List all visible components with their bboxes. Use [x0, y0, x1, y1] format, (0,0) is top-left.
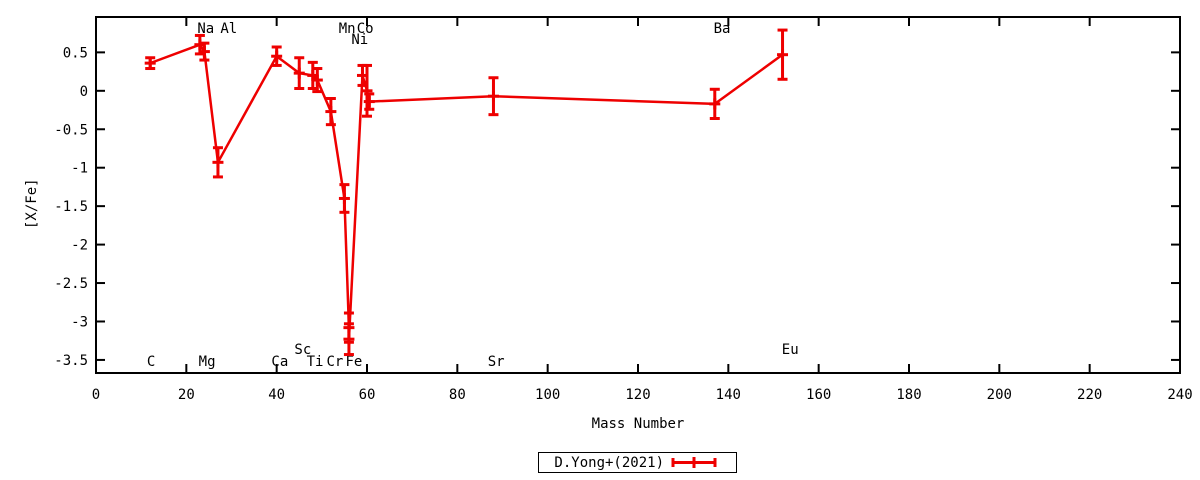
y-tick-label: 0	[80, 84, 88, 100]
x-tick-label: 20	[178, 387, 195, 403]
y-tick-label: -2.5	[54, 276, 88, 292]
element-label: Ni	[351, 32, 368, 48]
series-line	[149, 43, 784, 341]
x-tick-label: 140	[716, 387, 741, 403]
x-tick-label: 0	[92, 387, 100, 403]
legend-sample-errorbar-icon	[671, 457, 717, 468]
y-tick-label: -0.5	[54, 122, 88, 138]
element-label: Cr	[327, 354, 344, 370]
y-tick-label: -3.5	[54, 353, 88, 369]
element-label: Al	[220, 21, 237, 37]
element-label: Mg	[199, 354, 216, 370]
x-tick-label: 180	[896, 387, 921, 403]
element-label: Na	[197, 21, 214, 37]
y-tick-label: -3	[71, 314, 88, 330]
y-tick-label: -1	[71, 161, 88, 177]
x-tick-label: 60	[359, 387, 376, 403]
element-label: Fe	[345, 354, 362, 370]
x-tick-label: 220	[1077, 387, 1102, 403]
element-label: Ca	[271, 354, 288, 370]
x-axis-title: Mass Number	[591, 416, 685, 432]
element-label: C	[147, 354, 155, 370]
element-label: Co	[357, 21, 374, 37]
element-label: Eu	[782, 342, 799, 358]
x-tick-label: 240	[1167, 387, 1192, 403]
x-tick-label: 100	[535, 387, 560, 403]
legend-label: D.Yong+(2021)	[554, 454, 664, 471]
x-tick-label: 200	[987, 387, 1012, 403]
x-tick-label: 40	[268, 387, 285, 403]
y-axis-title: [X/Fe]	[24, 178, 40, 229]
element-label: Sc	[294, 342, 311, 358]
element-label: Mn	[339, 21, 356, 37]
plot-frame	[95, 16, 1181, 374]
legend: D.Yong+(2021)	[538, 452, 737, 473]
element-label: Ba	[714, 21, 731, 37]
y-tick-label: -1.5	[54, 199, 88, 215]
element-label: Sr	[488, 354, 505, 370]
element-label: Ti	[307, 354, 324, 370]
y-tick-label: -2	[71, 238, 88, 254]
x-tick-label: 120	[625, 387, 650, 403]
y-tick-label: 0.5	[63, 45, 88, 61]
x-tick-label: 80	[449, 387, 466, 403]
x-tick-label: 160	[806, 387, 831, 403]
